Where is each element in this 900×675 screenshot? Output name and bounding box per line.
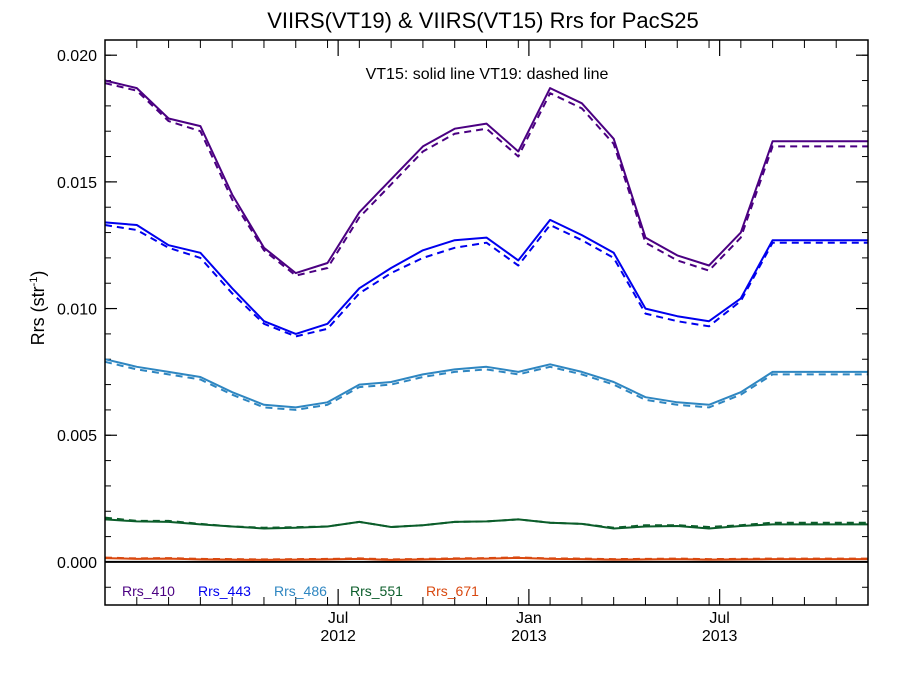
series-line-vt15-rrs-486 bbox=[104, 358, 868, 409]
y-axis-label-superscript: -1 bbox=[28, 277, 40, 287]
y-axis-label: Rrs (str-1) bbox=[28, 271, 48, 346]
y-tick-label: 0.020 bbox=[57, 48, 97, 65]
x-tick-label-month: Jan bbox=[516, 610, 542, 627]
x-tick-label-month: Jul bbox=[328, 610, 348, 627]
y-axis-label-main: Rrs (str bbox=[28, 286, 48, 345]
x-tick-label-year: 2013 bbox=[511, 628, 547, 645]
chart-title: VIIRS(VT19) & VIIRS(VT15) Rrs for PacS25 bbox=[267, 8, 699, 33]
series-line-vt15-rrs-671 bbox=[104, 556, 868, 561]
y-tick-label: 0.000 bbox=[57, 555, 97, 572]
plot-frame bbox=[104, 39, 869, 606]
x-tick-label-year: 2012 bbox=[320, 628, 356, 645]
y-tick-label: 0.015 bbox=[57, 175, 97, 192]
series-line-vt19-rrs-443 bbox=[104, 224, 868, 338]
legend-entry-rrs-486: Rrs_486 bbox=[274, 583, 327, 599]
series-line-vt19-rrs-486 bbox=[104, 360, 868, 411]
y-tick-label: 0.010 bbox=[57, 302, 97, 319]
series-line-vt19-rrs-551 bbox=[104, 516, 868, 529]
series-line-vt15-rrs-410 bbox=[104, 79, 868, 275]
plot-area: 0.0000.0050.0100.0150.020Jul2012Jan2013J… bbox=[57, 39, 869, 645]
legend-entry-rrs-410: Rrs_410 bbox=[122, 583, 175, 599]
legend-entry-rrs-671: Rrs_671 bbox=[426, 583, 479, 599]
legend-entry-rrs-443: Rrs_443 bbox=[198, 583, 251, 599]
x-tick-label-month: Jul bbox=[709, 610, 729, 627]
line-style-annotation: VT15: solid line VT19: dashed line bbox=[366, 66, 609, 83]
y-tick-label: 0.005 bbox=[57, 428, 97, 445]
series-line-vt19-rrs-410 bbox=[104, 82, 868, 277]
legend-entry-rrs-551: Rrs_551 bbox=[350, 583, 403, 599]
y-axis-label-close: ) bbox=[28, 271, 48, 277]
series-line-vt15-rrs-443 bbox=[104, 218, 868, 335]
x-tick-label-year: 2013 bbox=[702, 628, 738, 645]
